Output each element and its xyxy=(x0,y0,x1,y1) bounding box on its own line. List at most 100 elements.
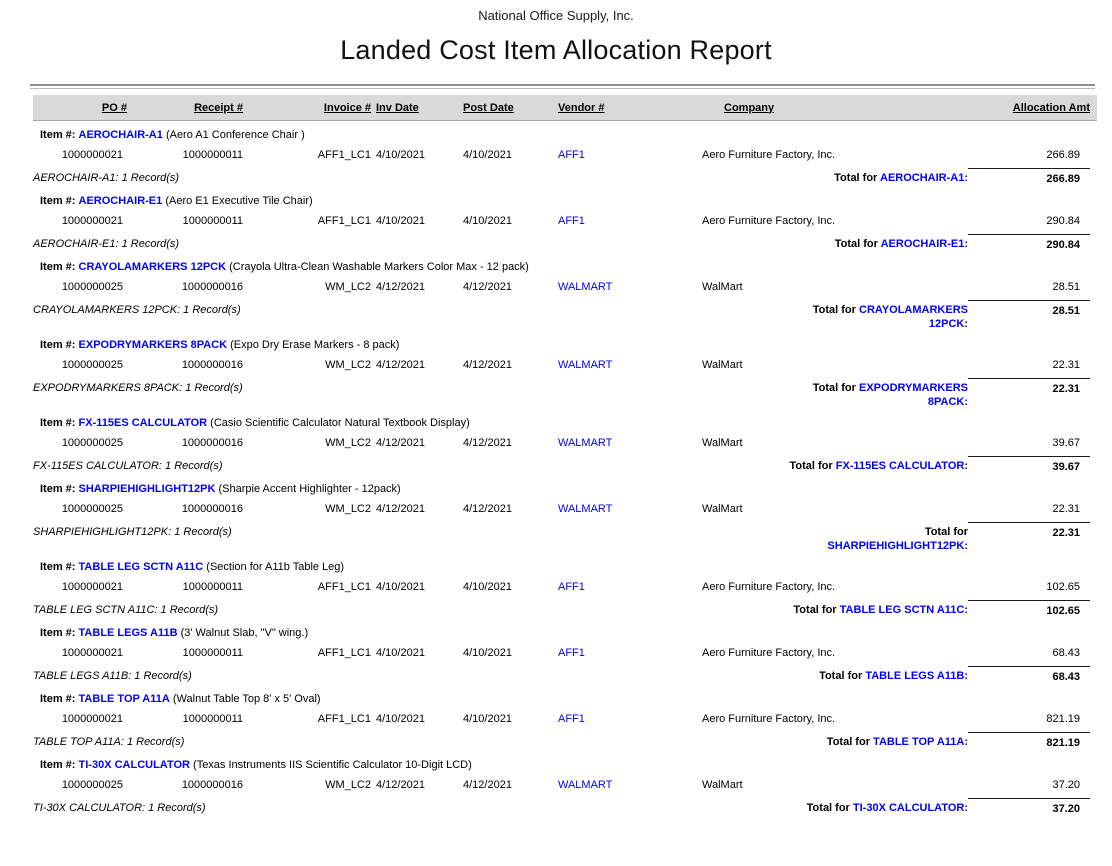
cell-post-date: 4/12/2021 xyxy=(463,281,512,293)
cell-po-number: 1000000021 xyxy=(61,149,123,161)
total-label: Total for AEROCHAIR-E1: xyxy=(782,234,968,251)
cell-vendor-link[interactable]: AFF1 xyxy=(558,647,585,659)
total-item-code-link[interactable]: TABLE LEG SCTN A11C: xyxy=(839,604,968,616)
item-total-row: CRAYOLAMARKERS 12PCK: 1 Record(s) Total … xyxy=(33,298,1090,331)
record-count-summary: TABLE LEG SCTN A11C: 1 Record(s) xyxy=(33,604,219,616)
total-for-label: Total for xyxy=(819,670,863,682)
cell-allocation-amount: 37.20 xyxy=(1052,779,1080,791)
item-code-link[interactable]: CRAYOLAMARKERS 12PCK xyxy=(78,261,227,273)
item-code-link[interactable]: TI-30X CALCULATOR xyxy=(78,759,190,771)
total-item-code-link[interactable]: TABLE TOP A11A: xyxy=(873,736,968,748)
total-for-label: Total for xyxy=(793,604,837,616)
item-code-link[interactable]: EXPODRYMARKERS 8PACK xyxy=(78,339,228,351)
total-item-code-link[interactable]: AEROCHAIR-E1: xyxy=(880,238,968,250)
cell-vendor-link[interactable]: AFF1 xyxy=(558,215,585,227)
cell-vendor-link[interactable]: AFF1 xyxy=(558,713,585,725)
item-section: Item #: TABLE LEG SCTN A11C (Section for… xyxy=(33,558,1090,619)
item-code-link[interactable]: TABLE LEG SCTN A11C xyxy=(78,561,204,573)
item-number-label: Item #: xyxy=(40,483,76,495)
cell-vendor-link[interactable]: WALMART xyxy=(558,779,613,791)
item-description: (Casio Scientific Calculator Natural Tex… xyxy=(210,417,470,429)
cell-receipt-number: 1000000016 xyxy=(181,359,243,371)
total-label: Total for CRAYOLAMARKERS 12PCK: xyxy=(782,300,968,331)
total-item-code-link[interactable]: CRAYOLAMARKERS 12PCK: xyxy=(859,304,968,330)
item-code-link[interactable]: AEROCHAIR-A1 xyxy=(78,129,163,141)
cell-receipt-number: 1000000011 xyxy=(182,149,243,161)
record-count-summary: FX-115ES CALCULATOR: 1 Record(s) xyxy=(33,460,223,472)
cell-invoice-number: AFF1_LC1 xyxy=(317,581,371,593)
cell-vendor-link[interactable]: WALMART xyxy=(558,503,613,515)
column-header-company: Company xyxy=(724,101,775,114)
total-item-code-link[interactable]: SHARPIEHIGHLIGHT12PK: xyxy=(827,540,968,552)
cell-vendor-link[interactable]: WALMART xyxy=(558,281,613,293)
allocation-row: 1000000025 1000000016 WM_LC2 4/12/2021 4… xyxy=(33,775,1090,796)
total-item-code-link[interactable]: FX-115ES CALCULATOR: xyxy=(835,460,968,472)
item-header-line: Item #: TABLE LEG SCTN A11C (Section for… xyxy=(33,558,1090,577)
total-item-code-link[interactable]: EXPODRYMARKERS 8PACK: xyxy=(859,382,968,408)
record-count-summary: TABLE LEGS A11B: 1 Record(s) xyxy=(33,670,192,682)
total-label: Total for AEROCHAIR-A1: xyxy=(782,168,968,185)
item-description: (Walnut Table Top 8' x 5' Oval) xyxy=(172,693,321,705)
cell-allocation-amount: 22.31 xyxy=(1052,503,1080,515)
total-amount: 39.67 xyxy=(968,456,1090,474)
cell-vendor-link[interactable]: WALMART xyxy=(558,359,613,371)
item-code-link[interactable]: TABLE TOP A11A xyxy=(78,693,170,705)
record-count-summary: AEROCHAIR-E1: 1 Record(s) xyxy=(33,238,180,250)
cell-post-date: 4/10/2021 xyxy=(463,581,512,593)
item-section: Item #: AEROCHAIR-A1 (Aero A1 Conference… xyxy=(33,126,1090,187)
cell-post-date: 4/12/2021 xyxy=(463,779,512,791)
cell-po-number: 1000000025 xyxy=(61,281,123,293)
cell-vendor-link[interactable]: WALMART xyxy=(558,437,613,449)
total-item-code-link[interactable]: TABLE LEGS A11B: xyxy=(865,670,968,682)
cell-po-number: 1000000021 xyxy=(61,215,123,227)
cell-vendor-link[interactable]: AFF1 xyxy=(558,149,585,161)
total-amount: 68.43 xyxy=(968,666,1090,684)
total-item-code-link[interactable]: TI-30X CALCULATOR: xyxy=(852,802,968,814)
column-header-row: PO # Receipt # Invoice # Inv Date Post D… xyxy=(33,95,1097,121)
total-amount: 22.31 xyxy=(968,522,1090,540)
allocation-row: 1000000021 1000000011 AFF1_LC1 4/10/2021… xyxy=(33,643,1090,664)
item-code-link[interactable]: TABLE LEGS A11B xyxy=(78,627,178,639)
cell-inv-date: 4/12/2021 xyxy=(376,437,425,449)
item-code-link[interactable]: AEROCHAIR-E1 xyxy=(78,195,163,207)
cell-receipt-number: 1000000016 xyxy=(181,779,243,791)
cell-allocation-amount: 266.89 xyxy=(1046,149,1080,161)
total-for-label: Total for xyxy=(812,382,856,394)
cell-receipt-number: 1000000011 xyxy=(182,581,243,593)
cell-invoice-number: WM_LC2 xyxy=(325,503,371,515)
item-number-label: Item #: xyxy=(40,759,76,771)
total-amount: 102.65 xyxy=(968,600,1090,618)
allocation-row: 1000000025 1000000016 WM_LC2 4/12/2021 4… xyxy=(33,355,1090,376)
cell-company: Aero Furniture Factory, Inc. xyxy=(702,713,836,725)
total-amount: 821.19 xyxy=(968,732,1090,750)
divider-line-top xyxy=(30,84,1095,86)
title-divider xyxy=(30,84,1095,89)
record-count-summary: SHARPIEHIGHLIGHT12PK: 1 Record(s) xyxy=(33,526,232,538)
cell-allocation-amount: 290.84 xyxy=(1046,215,1080,227)
cell-vendor-link[interactable]: AFF1 xyxy=(558,581,585,593)
total-amount: 290.84 xyxy=(968,234,1090,252)
cell-invoice-number: AFF1_LC1 xyxy=(317,149,371,161)
item-code-link[interactable]: SHARPIEHIGHLIGHT12PK xyxy=(78,483,216,495)
item-number-label: Item #: xyxy=(40,627,76,639)
cell-invoice-number: AFF1_LC1 xyxy=(317,215,371,227)
allocation-row: 1000000025 1000000016 WM_LC2 4/12/2021 4… xyxy=(33,499,1090,520)
item-total-row: AEROCHAIR-A1: 1 Record(s) Total for AERO… xyxy=(33,166,1090,187)
item-total-row: TI-30X CALCULATOR: 1 Record(s) Total for… xyxy=(33,796,1090,817)
cell-receipt-number: 1000000016 xyxy=(181,503,243,515)
cell-inv-date: 4/12/2021 xyxy=(376,779,425,791)
total-item-code-link[interactable]: AEROCHAIR-A1: xyxy=(880,172,968,184)
item-description: (Crayola Ultra-Clean Washable Markers Co… xyxy=(229,261,529,273)
item-number-label: Item #: xyxy=(40,417,76,429)
item-number-label: Item #: xyxy=(40,261,76,273)
item-header-line: Item #: CRAYOLAMARKERS 12PCK (Crayola Ul… xyxy=(33,258,1090,277)
total-for-label: Total for xyxy=(806,802,850,814)
item-code-link[interactable]: FX-115ES CALCULATOR xyxy=(78,417,208,429)
report-company-title: National Office Supply, Inc. xyxy=(478,8,634,23)
total-for-label: Total for xyxy=(834,172,878,184)
item-number-label: Item #: xyxy=(40,129,76,141)
cell-inv-date: 4/10/2021 xyxy=(376,581,425,593)
cell-inv-date: 4/10/2021 xyxy=(376,149,425,161)
allocation-row: 1000000021 1000000011 AFF1_LC1 4/10/2021… xyxy=(33,577,1090,598)
item-total-row: FX-115ES CALCULATOR: 1 Record(s) Total f… xyxy=(33,454,1090,475)
